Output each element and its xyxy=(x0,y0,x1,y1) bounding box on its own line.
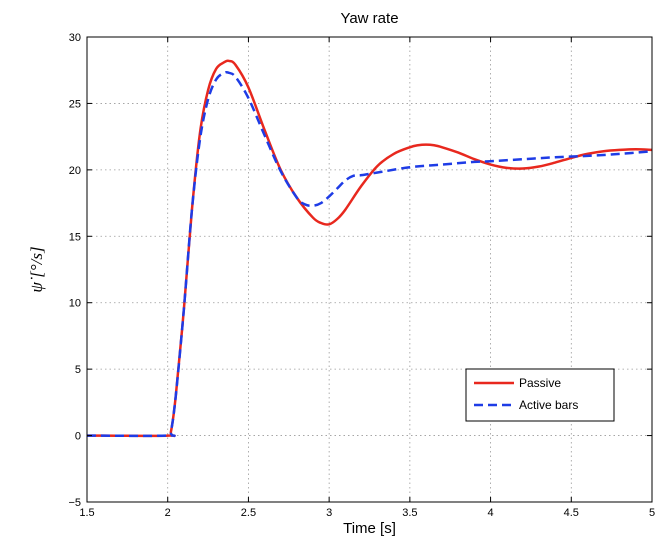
grid-lines xyxy=(87,37,652,502)
axis-ticks: 1.5 2 2.5 3 3.5 4 4.5 5 −5 0 5 10 15 20 25 30 xyxy=(68,32,655,519)
series-line-passive xyxy=(86,59,653,438)
x-tick-label: 2 xyxy=(165,507,171,519)
x-tick-label: 4.5 xyxy=(564,507,579,519)
y-tick-label: 20 xyxy=(69,165,81,177)
y-tick-label: 0 xyxy=(75,431,81,443)
legend-label: Active bars xyxy=(519,398,578,412)
x-tick-label: 3.5 xyxy=(402,507,417,519)
series-line-active-bars xyxy=(86,70,653,438)
legend-label: Passive xyxy=(519,376,561,390)
x-tick-label: 3 xyxy=(326,507,332,519)
x-tick-label: 2.5 xyxy=(241,507,256,519)
series-lines xyxy=(86,59,653,438)
legend-box xyxy=(465,368,615,422)
x-tick-label: 1.5 xyxy=(79,507,94,519)
x-tick-label: 5 xyxy=(649,507,655,519)
plot-frame xyxy=(86,36,653,503)
y-tick-label: 15 xyxy=(69,231,81,243)
y-tick-label: −5 xyxy=(68,497,81,509)
y-axis-label: ψ̇ [°/s] xyxy=(27,246,46,292)
plot-area xyxy=(87,37,652,502)
x-axis-label: Time [s] xyxy=(343,520,396,537)
y-tick-label: 25 xyxy=(69,98,81,110)
chart-title: Yaw rate xyxy=(340,10,398,27)
y-tick-label: 10 xyxy=(69,298,81,310)
y-tick-label: 5 xyxy=(75,364,81,376)
legend: Passive Active bars xyxy=(465,368,615,422)
x-tick-label: 4 xyxy=(488,507,494,519)
y-tick-label: 30 xyxy=(69,32,81,44)
